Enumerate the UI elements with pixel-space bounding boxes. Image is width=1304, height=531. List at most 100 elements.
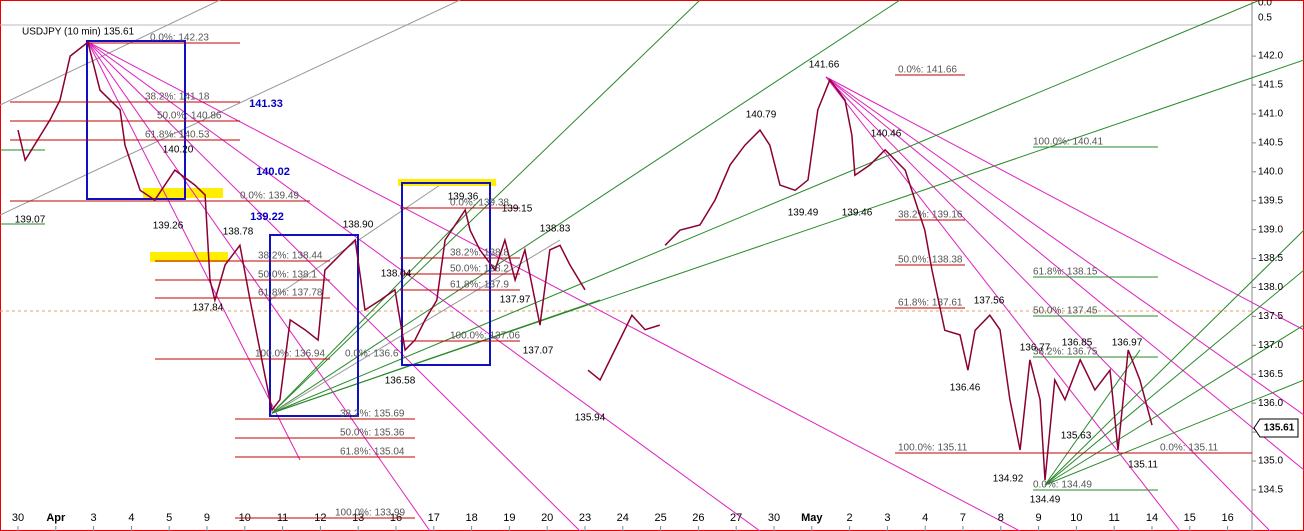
fib-label: 38.2%: 138.8 <box>450 248 509 259</box>
fib-label: 38.2%: 138.44 <box>258 251 323 262</box>
x-tick-label: 9 <box>204 512 210 524</box>
price-label: 136.85 <box>1062 338 1093 349</box>
price-label: 137.84 <box>193 303 224 314</box>
fib-label: 0.0%: 141.66 <box>898 65 957 76</box>
fib-label: 50.0%: 140.86 <box>157 111 222 122</box>
x-tick-label: 8 <box>998 512 1004 524</box>
fib-label: 100.0%: 136.94 <box>255 349 325 360</box>
x-tick-label: 27 <box>730 512 742 524</box>
price-label: 134.92 <box>993 474 1024 485</box>
x-tick-label: 11 <box>1108 512 1119 524</box>
x-tick-label: 17 <box>428 512 440 524</box>
price-label: 139.36 <box>448 192 479 203</box>
x-tick-label: 18 <box>465 512 477 524</box>
level-label: 140.02 <box>256 166 290 178</box>
price-label: 137.07 <box>523 346 554 357</box>
x-tick-label: 10 <box>1070 512 1082 524</box>
fib-label: 50.0%: 137.45 <box>1033 306 1098 317</box>
fib-label: 100.0%: 133.99 <box>335 508 405 519</box>
fib-label: 50.0%: 135.36 <box>340 428 405 439</box>
fib-label: 61.8%: 135.04 <box>340 447 405 458</box>
price-label: 138.83 <box>540 224 571 235</box>
x-tick-label: 15 <box>1184 512 1196 524</box>
price-label: 139.26 <box>153 221 184 232</box>
x-tick-label: 2 <box>847 512 853 524</box>
level-label: 141.33 <box>249 98 283 110</box>
y-tick-label: 141.0 <box>1258 109 1283 120</box>
x-tick-label: 4 <box>922 512 928 524</box>
price-label: 139.07 <box>15 215 46 226</box>
fib-label: 61.8%: 138.15 <box>1033 267 1098 278</box>
fib-label: 100.0%: 135.11 <box>898 443 968 454</box>
price-label: 138.04 <box>381 269 412 280</box>
price-label: 140.20 <box>163 145 194 156</box>
highlight <box>150 252 228 262</box>
fib-label: 61.8%: 137.61 <box>898 298 963 309</box>
x-tick-label: May <box>801 512 823 524</box>
x-tick-label: 4 <box>128 512 134 524</box>
highlight <box>143 188 223 198</box>
x-tick-label: 24 <box>617 512 629 524</box>
y-tick-label: 141.5 <box>1258 80 1283 91</box>
fan-down <box>87 41 1304 531</box>
last-price-tag <box>1253 418 1299 438</box>
y-tick-label: 136.0 <box>1258 398 1283 409</box>
fib-label: 0.0%: 134.49 <box>1033 480 1092 491</box>
price-label: 135.11 <box>1128 460 1158 471</box>
x-tick-label: 25 <box>654 512 666 524</box>
price-label: 140.46 <box>871 129 902 140</box>
price-label: 139.49 <box>788 208 819 219</box>
fib-label: 61.8%: 137.78 <box>258 288 323 299</box>
price-label: 134.49 <box>1030 495 1061 506</box>
fib-label: 61.8%: 137.9 <box>450 280 509 291</box>
price-label: 135.63 <box>1061 431 1092 442</box>
x-tick-label: 9 <box>1036 512 1042 524</box>
y-tick-label: 137.5 <box>1258 311 1283 322</box>
x-tick-label: 30 <box>768 512 780 524</box>
price-label: 139.46 <box>842 208 873 219</box>
price-label: 136.58 <box>385 376 416 387</box>
x-tick-label: 26 <box>692 512 704 524</box>
level-label: 139.22 <box>250 211 284 223</box>
x-tick-label: 5 <box>166 512 172 524</box>
x-tick-label: 16 <box>1221 512 1233 524</box>
price-label: 139.15 <box>502 204 533 215</box>
x-tick-label: 3 <box>91 512 97 524</box>
fib-label: 0.0%: 139.49 <box>240 191 299 202</box>
fib-label: 50.0%: 138.1 <box>258 270 317 281</box>
price-label: 135.94 <box>575 413 606 424</box>
y-tick-label: 139.5 <box>1258 195 1283 206</box>
top-label: 0.0 <box>1258 0 1272 9</box>
last-price: 135.61 <box>1264 423 1295 434</box>
fib-label: 0.0%: 135.11 <box>1160 443 1219 454</box>
fib-label: 38.2%: 139.16 <box>898 210 963 221</box>
price-label: 137.56 <box>974 296 1005 307</box>
price-label: 140.79 <box>746 110 777 121</box>
fib-label: 0.0%: 139.38 <box>450 198 509 209</box>
price-label: 136.46 <box>950 383 981 394</box>
fib-label: 50.0%: 138.2 <box>450 264 509 275</box>
x-tick-label: 23 <box>579 512 591 524</box>
fib-label: 38.2%: 135.69 <box>340 409 405 420</box>
y-tick-label: 136.5 <box>1258 369 1283 380</box>
channel-line <box>0 0 221 106</box>
x-tick-label: 3 <box>884 512 890 524</box>
fib-label: 38.2%: 141.18 <box>145 92 210 103</box>
price-label: 136.97 <box>1112 338 1143 349</box>
x-tick-label: 30 <box>12 512 24 524</box>
y-tick-label: 138.0 <box>1258 282 1283 293</box>
price-label: 137.97 <box>500 295 531 306</box>
fib-label: 38.2%: 136.75 <box>1033 347 1098 358</box>
y-tick-label: 140.0 <box>1258 166 1283 177</box>
x-tick-label: 19 <box>503 512 515 524</box>
x-tick-label: 20 <box>541 512 553 524</box>
x-tick-label: 14 <box>1146 512 1158 524</box>
y-tick-label: 137.0 <box>1258 340 1283 351</box>
x-tick-label: Apr <box>46 512 66 524</box>
fib-label: 0.0%: 136.6 <box>345 349 399 360</box>
y-tick-label: 142.0 <box>1258 51 1283 62</box>
price-line <box>17 40 1153 481</box>
